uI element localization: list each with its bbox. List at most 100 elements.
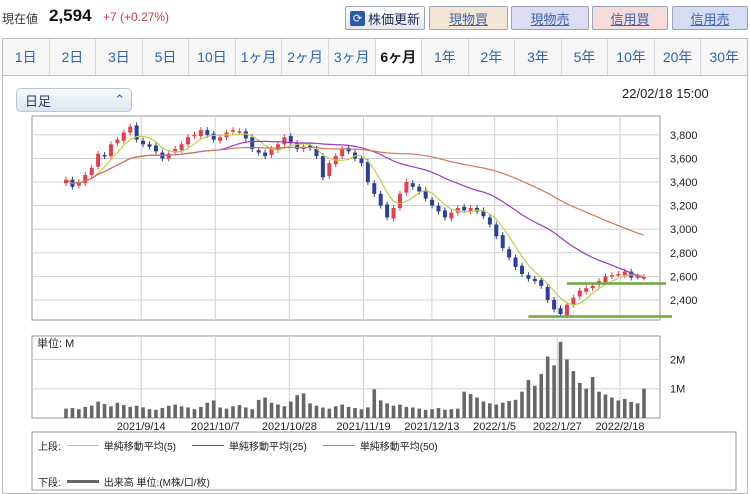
candle-body-9 <box>121 132 126 141</box>
x-tick-label-5: 2022/1/5 <box>473 421 516 433</box>
volume-bar-7 <box>109 406 113 418</box>
volume-bar-77 <box>558 341 563 418</box>
volume-bar-70 <box>513 399 518 418</box>
tab-period-12[interactable]: 5年 <box>562 39 609 75</box>
volume-bar-82 <box>590 377 595 418</box>
legend-ma5-label: 単純移動平均(5) <box>103 442 177 453</box>
candle-body-26 <box>230 130 235 132</box>
refresh-price-button[interactable]: ⟳ 株価更新 <box>345 6 425 30</box>
tab-period-1[interactable]: 2日 <box>50 39 97 75</box>
legend-ma25-label: 単純移動平均(25) <box>229 442 307 453</box>
volume-bar-72 <box>526 379 531 418</box>
volume-bar-71 <box>520 391 524 418</box>
sell-margin-button[interactable]: 信用売 <box>672 6 748 30</box>
chevron-updown-icon: ⌃ <box>114 92 125 107</box>
candle-body-86 <box>616 274 621 276</box>
volume-bar-9 <box>122 405 126 418</box>
candle-body-7 <box>108 144 113 157</box>
volume-bar-24 <box>218 407 222 418</box>
candle-body-33 <box>275 144 280 151</box>
legend-item-ma25: 単純移動平均(25) <box>186 438 307 453</box>
tab-period-2[interactable]: 3日 <box>96 39 143 75</box>
volume-bar-73 <box>533 385 537 418</box>
tab-period-11[interactable]: 3年 <box>515 39 562 75</box>
volume-bar-83 <box>597 391 601 418</box>
volume-bar-26 <box>231 406 235 418</box>
tab-period-3[interactable]: 5日 <box>143 39 190 75</box>
tab-period-13[interactable]: 10年 <box>608 39 655 75</box>
candle-body-40 <box>320 156 325 178</box>
candle-body-47 <box>365 161 370 183</box>
sell-cash-button[interactable]: 現物売 <box>511 6 589 30</box>
candle-body-39 <box>314 149 319 157</box>
legend-swatch-ma5 <box>66 445 99 446</box>
candle-body-10 <box>128 126 133 133</box>
candle-body-30 <box>256 150 261 153</box>
buy-cash-button[interactable]: 現物買 <box>429 6 508 30</box>
candle-body-19 <box>186 137 191 145</box>
candle-body-85 <box>609 275 614 277</box>
y-tick-label-0: 2,400 <box>670 295 698 307</box>
tab-period-4[interactable]: 10日 <box>189 39 236 75</box>
x-tick-label-6: 2022/1/27 <box>533 421 582 433</box>
candle-body-17 <box>173 149 178 153</box>
volume-bar-51 <box>391 405 396 418</box>
legend-swatch-ma50 <box>322 445 355 446</box>
candle-body-59 <box>442 210 447 218</box>
tab-period-6[interactable]: 2ヶ月 <box>282 39 329 75</box>
buy-margin-button[interactable]: 信用買 <box>592 6 668 30</box>
candle-body-61 <box>455 207 460 213</box>
volume-bar-63 <box>468 393 473 418</box>
volume-bar-85 <box>610 397 614 418</box>
candle-body-60 <box>449 212 454 219</box>
tab-period-8[interactable]: 6ヶ月 <box>375 39 423 75</box>
candle-body-46 <box>359 158 364 164</box>
legend-swatch-volume <box>66 480 99 483</box>
candle-body-81 <box>584 288 589 292</box>
volume-bar-52 <box>398 404 402 418</box>
tab-period-7[interactable]: 3ヶ月 <box>329 39 376 75</box>
volume-bar-53 <box>404 406 409 418</box>
candle-body-78 <box>564 304 569 316</box>
tab-period-10[interactable]: 2年 <box>469 39 516 75</box>
y-tick-label-2: 2,800 <box>670 248 698 260</box>
candle-body-18 <box>179 144 184 151</box>
volume-bar-57 <box>430 409 434 418</box>
candle-body-63 <box>468 207 473 212</box>
tab-period-15[interactable]: 30年 <box>709 49 739 65</box>
volume-bar-35 <box>288 401 293 418</box>
tab-period-0[interactable]: 1日 <box>3 39 50 75</box>
candle-body-72 <box>526 275 531 279</box>
candle-body-35 <box>288 136 293 142</box>
candle-body-56 <box>423 190 428 199</box>
tab-period-14[interactable]: 20年 <box>655 39 702 75</box>
tab-period-5[interactable]: 1ヶ月 <box>236 39 283 75</box>
volume-bar-79 <box>571 371 576 418</box>
price-bar: 現在値 2,594 +7 (+0.27%) ⟳ 株価更新 現物買 現物売 信用買… <box>0 0 750 36</box>
volume-bar-32 <box>269 402 274 418</box>
candle-body-11 <box>134 125 139 140</box>
volume-bar-21 <box>199 406 203 418</box>
volume-bar-49 <box>378 400 383 418</box>
candle-body-55 <box>417 186 422 192</box>
candle-body-76 <box>552 299 557 310</box>
volume-bar-64 <box>475 397 479 418</box>
candle-body-8 <box>115 139 120 144</box>
candle-body-28 <box>243 131 248 139</box>
y-tick-label-3: 3,000 <box>670 224 698 236</box>
legend-upper: 上段: 単純移動平均(5) 単純移動平均(25) 単純移動平均(50) <box>38 438 448 453</box>
interval-select-value: 日足 <box>25 93 52 109</box>
legend-item-volume: 出来高 単位:(M株/口/枚) <box>61 474 210 489</box>
legend-box <box>31 431 737 491</box>
candle-body-84 <box>603 276 608 283</box>
price-panel <box>31 115 661 321</box>
candle-body-77 <box>558 308 563 315</box>
volume-bar-44 <box>346 406 351 418</box>
volume-bar-15 <box>160 408 165 418</box>
interval-select[interactable]: 日足 ⌃ <box>16 88 132 112</box>
volume-bar-10 <box>128 406 133 418</box>
volume-bar-16 <box>166 405 171 418</box>
volume-bar-19 <box>186 407 190 418</box>
candle-body-4 <box>89 167 94 175</box>
tab-period-9[interactable]: 1年 <box>422 39 469 75</box>
